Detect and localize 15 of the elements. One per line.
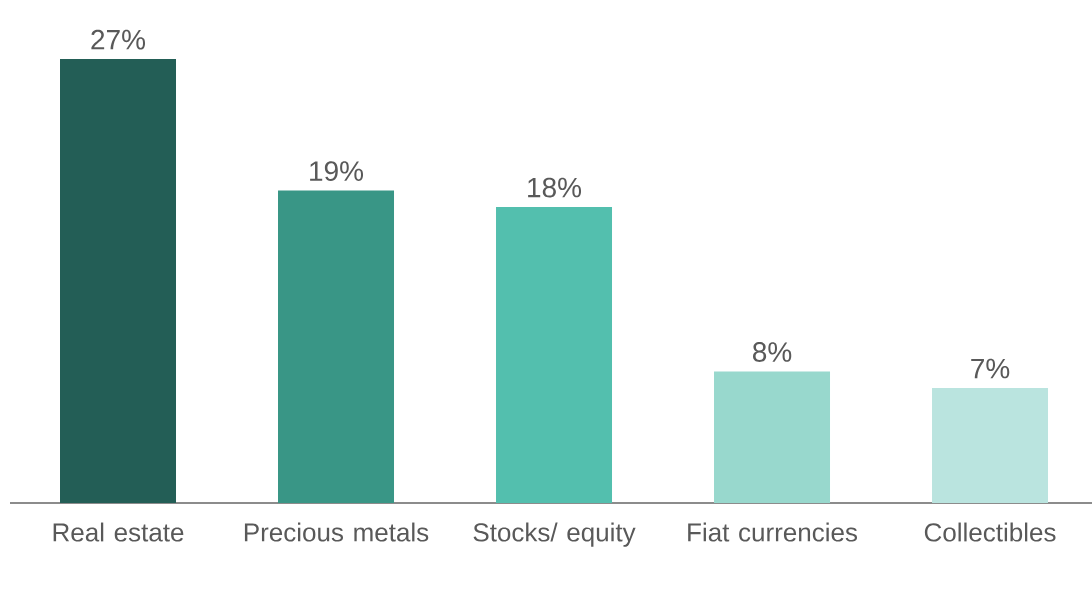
data-label: 8% — [753, 342, 792, 362]
data-label: 7% — [971, 358, 1010, 379]
x-tick-label: Stocks/ equity — [473, 522, 636, 547]
data-label: 18% — [528, 177, 582, 198]
x-tick-label: Fiat currencies — [688, 522, 858, 542]
bar — [714, 371, 831, 503]
x-tick-label: Real estate — [53, 522, 184, 542]
bar — [496, 207, 613, 503]
x-tick-label: Precious metals — [244, 522, 429, 542]
bar — [932, 387, 1049, 503]
x-tick-label: Collectibles — [924, 522, 1056, 542]
data-label: 19% — [310, 161, 364, 182]
bar — [278, 190, 395, 503]
bar — [60, 59, 177, 503]
data-label: 27% — [91, 29, 146, 50]
